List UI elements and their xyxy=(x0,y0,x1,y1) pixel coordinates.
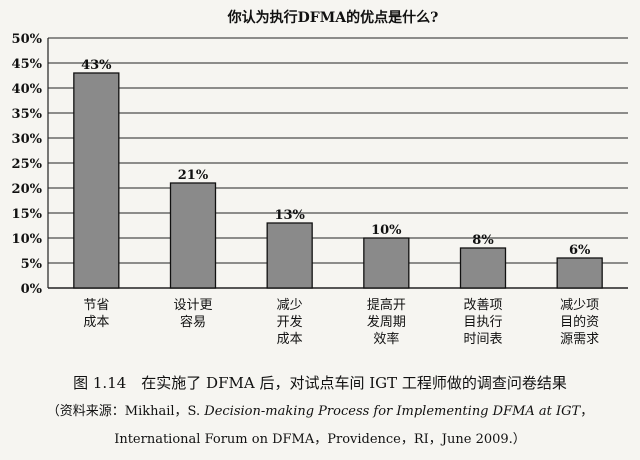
source-line-2: International Forum on DFMA，Providence，R… xyxy=(114,432,526,447)
x-tick-label: 设计更 xyxy=(173,298,212,313)
bar-chart: 你认为执行DFMA的优点是什么? 0% 5% 10% 15% 20% 25% 30% 35% 40… xyxy=(12,9,628,347)
x-tick-label: 成本 xyxy=(277,332,303,347)
x-tick-label: 提高开 xyxy=(367,297,406,313)
bar xyxy=(169,182,217,289)
bar xyxy=(459,247,507,289)
data-label: 6% xyxy=(569,243,591,258)
y-tick-label: 50% xyxy=(12,32,43,47)
x-tick-label: 节省 xyxy=(83,298,109,313)
y-tick-label: 20% xyxy=(12,182,43,197)
x-tick-label: 时间表 xyxy=(463,332,502,347)
y-tick-label: 0% xyxy=(21,282,43,297)
y-tick-label: 45% xyxy=(12,57,43,72)
x-tick-label: 效率 xyxy=(373,331,399,347)
y-tick-label: 15% xyxy=(12,207,43,222)
x-tick-label: 开发 xyxy=(277,314,303,330)
bar-chart-svg: 你认为执行DFMA的优点是什么? 0% 5% 10% 15% 20% 25% 30% 35% 40… xyxy=(12,9,628,347)
y-tick-label: 25% xyxy=(12,157,43,172)
data-label: 10% xyxy=(371,223,402,238)
source-title: Decision-making Process for Implementing… xyxy=(204,404,581,419)
source-suffix: ， xyxy=(580,404,594,419)
data-label: 8% xyxy=(472,233,494,248)
data-label: 13% xyxy=(274,208,305,223)
source-prefix: （资料来源：Mikhail，S. xyxy=(46,404,205,419)
y-tick-label: 10% xyxy=(12,232,43,247)
bar xyxy=(73,72,120,289)
bar xyxy=(363,237,410,289)
y-tick-label: 5% xyxy=(21,257,43,272)
x-tick-label: 容易 xyxy=(180,314,206,330)
x-tick-label: 改善项 xyxy=(463,297,502,313)
y-tick-label: 30% xyxy=(12,132,43,147)
x-tick-label: 目执行 xyxy=(463,315,502,330)
figure-caption: 图 1.14 在实施了 DFMA 后，对试点车间 IGT 工程师做的调查问卷结果 xyxy=(73,374,567,392)
y-tick-label: 35% xyxy=(12,107,43,122)
bar xyxy=(556,257,603,289)
data-label: 21% xyxy=(178,168,209,183)
y-tick-label: 40% xyxy=(12,82,43,97)
x-tick-label: 发周期 xyxy=(367,314,406,330)
bar xyxy=(266,222,313,289)
x-tick-label: 减少项 xyxy=(560,298,599,313)
x-tick-label: 成本 xyxy=(83,315,109,330)
x-tick-label: 源需求 xyxy=(560,332,599,347)
chart-title: 你认为执行DFMA的优点是什么? xyxy=(227,9,439,26)
x-tick-label: 减少 xyxy=(277,298,303,313)
source-line-1: （资料来源：Mikhail，S. Decision-making Process… xyxy=(0,400,640,419)
x-tick-label: 目的资 xyxy=(560,314,599,330)
data-label: 43% xyxy=(81,58,112,73)
